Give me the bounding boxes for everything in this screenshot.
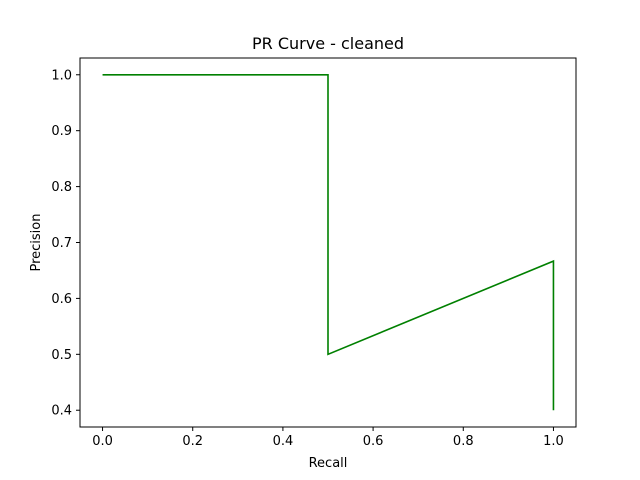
y-tick-label: 0.5 <box>51 348 72 363</box>
y-tick-label: 0.4 <box>51 404 72 419</box>
y-tick-label: 0.8 <box>51 180 72 195</box>
x-tick-label: 0.6 <box>363 434 384 449</box>
chart-title: PR Curve - cleaned <box>252 34 404 53</box>
pr-curve-line <box>102 73 555 411</box>
x-tick-label: 0.0 <box>92 434 113 449</box>
x-axis-ticks: 0.0 0.2 0.4 0.6 0.8 1.0 <box>92 427 564 449</box>
y-axis-label: Precision <box>29 213 44 271</box>
x-axis-label: Recall <box>309 456 348 471</box>
x-tick-label: 0.4 <box>273 434 294 449</box>
x-tick-label: 0.2 <box>182 434 203 449</box>
y-tick-label: 0.7 <box>51 236 72 251</box>
x-tick-label: 0.8 <box>453 434 474 449</box>
y-axis-ticks: 0.4 0.5 0.6 0.7 0.8 0.9 1.0 <box>51 68 80 419</box>
y-tick-label: 0.9 <box>51 124 72 139</box>
x-tick-label: 1.0 <box>543 434 564 449</box>
y-tick-label: 0.6 <box>51 292 72 307</box>
series-layer <box>102 73 555 411</box>
y-tick-label: 1.0 <box>51 68 72 83</box>
